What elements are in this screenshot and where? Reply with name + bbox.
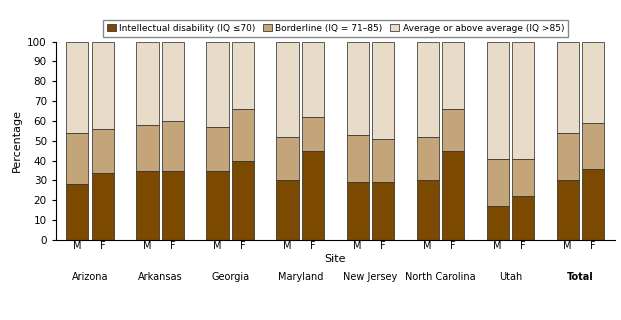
Bar <box>582 123 604 169</box>
Legend: Intellectual disability (IQ ≤70), Borderline (IQ = 71–85), Average or above aver: Intellectual disability (IQ ≤70), Border… <box>103 20 568 36</box>
Text: New Jersey: New Jersey <box>343 272 397 282</box>
Bar <box>276 180 299 240</box>
Bar <box>162 171 184 240</box>
Bar <box>487 159 509 206</box>
Text: Arizona: Arizona <box>72 272 109 282</box>
Bar <box>582 42 604 123</box>
Bar <box>487 42 509 159</box>
Bar <box>66 42 88 133</box>
Bar <box>556 180 579 240</box>
Bar <box>512 196 534 240</box>
Bar <box>276 42 299 137</box>
Bar <box>137 42 158 125</box>
Bar <box>302 42 324 117</box>
Bar <box>556 133 579 180</box>
Bar <box>372 139 394 182</box>
Bar <box>372 42 394 139</box>
Bar <box>66 184 88 240</box>
Bar <box>512 159 534 196</box>
Bar <box>302 151 324 240</box>
Bar <box>487 206 509 240</box>
Bar <box>556 42 579 133</box>
Bar <box>137 125 158 171</box>
Bar <box>302 117 324 151</box>
Bar <box>92 172 114 240</box>
Text: Georgia: Georgia <box>211 272 250 282</box>
Bar <box>162 42 184 121</box>
Text: Total: Total <box>567 272 594 282</box>
Bar <box>417 137 438 180</box>
Bar <box>347 182 369 240</box>
Bar <box>66 133 88 184</box>
Bar <box>442 109 465 151</box>
Bar <box>372 182 394 240</box>
Bar <box>206 42 229 127</box>
Bar <box>276 137 299 180</box>
Bar <box>442 42 465 109</box>
Bar <box>206 127 229 171</box>
Bar <box>232 161 254 240</box>
Bar <box>347 42 369 135</box>
X-axis label: Site: Site <box>325 254 346 264</box>
Text: Utah: Utah <box>499 272 522 282</box>
Text: North Carolina: North Carolina <box>405 272 476 282</box>
Y-axis label: Percentage: Percentage <box>12 109 22 172</box>
Bar <box>442 151 465 240</box>
Bar <box>417 42 438 137</box>
Bar <box>92 42 114 129</box>
Bar <box>206 171 229 240</box>
Bar <box>162 121 184 171</box>
Bar <box>137 171 158 240</box>
Bar <box>582 169 604 240</box>
Bar <box>92 129 114 172</box>
Bar <box>347 135 369 182</box>
Bar <box>232 109 254 161</box>
Bar <box>417 180 438 240</box>
Bar <box>232 42 254 109</box>
Bar <box>512 42 534 159</box>
Text: Arkansas: Arkansas <box>138 272 183 282</box>
Text: Maryland: Maryland <box>278 272 323 282</box>
